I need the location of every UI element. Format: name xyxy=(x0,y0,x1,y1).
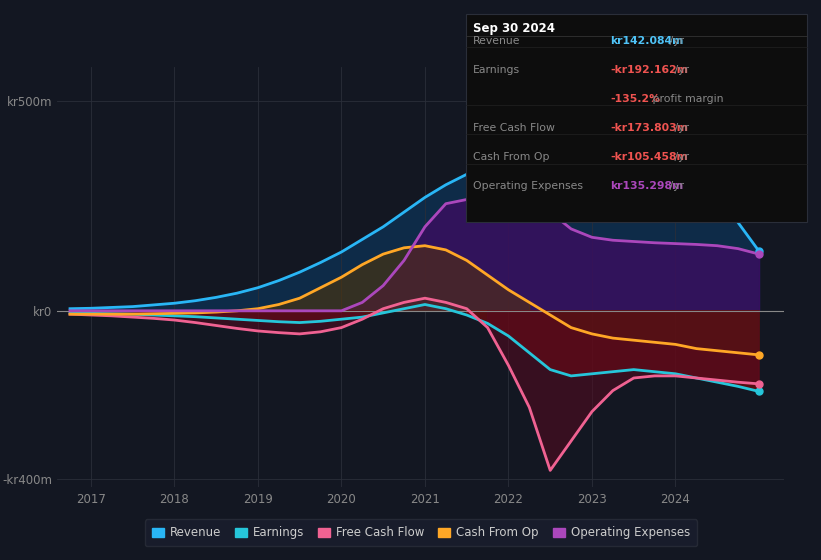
Point xyxy=(752,351,765,360)
Text: -kr173.803m: -kr173.803m xyxy=(610,123,688,133)
Point xyxy=(752,250,765,259)
Text: Operating Expenses: Operating Expenses xyxy=(473,181,583,192)
Text: /yr: /yr xyxy=(672,65,690,75)
Text: kr142.084m: kr142.084m xyxy=(610,36,683,46)
Text: -kr105.458m: -kr105.458m xyxy=(610,152,688,162)
Text: /yr: /yr xyxy=(666,36,684,46)
Text: Revenue: Revenue xyxy=(473,36,521,46)
Text: -kr192.162m: -kr192.162m xyxy=(610,65,688,75)
Text: -135.2%: -135.2% xyxy=(610,94,660,104)
Text: Free Cash Flow: Free Cash Flow xyxy=(473,123,555,133)
Text: /yr: /yr xyxy=(666,181,684,192)
Text: Sep 30 2024: Sep 30 2024 xyxy=(473,22,555,35)
Point xyxy=(752,246,765,255)
Legend: Revenue, Earnings, Free Cash Flow, Cash From Op, Operating Expenses: Revenue, Earnings, Free Cash Flow, Cash … xyxy=(144,519,697,547)
Text: /yr: /yr xyxy=(672,152,690,162)
Text: Earnings: Earnings xyxy=(473,65,520,75)
Point xyxy=(752,380,765,389)
Text: kr135.298m: kr135.298m xyxy=(610,181,683,192)
Point xyxy=(752,387,765,396)
Text: Cash From Op: Cash From Op xyxy=(473,152,549,162)
Text: /yr: /yr xyxy=(672,123,690,133)
Text: profit margin: profit margin xyxy=(649,94,723,104)
